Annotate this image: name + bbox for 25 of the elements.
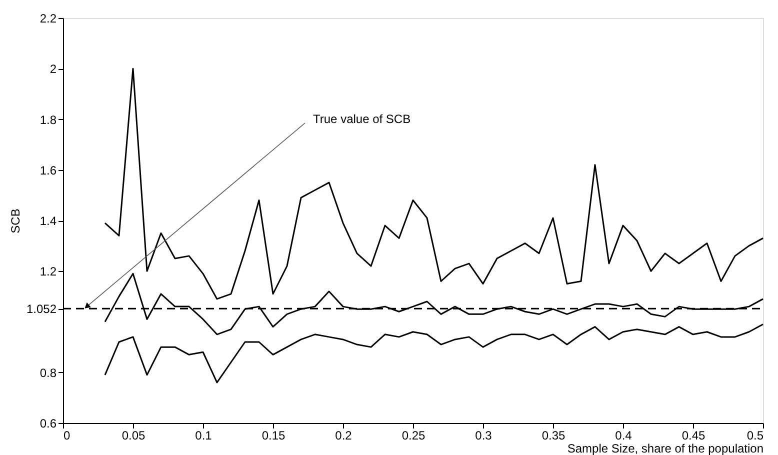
x-tick-label: 0.4 [615,428,632,442]
x-tick-label: 0.1 [195,428,212,442]
x-tick-label: 0.25 [402,428,426,442]
x-tick-label: 0.35 [542,428,566,442]
y-axis-title: SCB [8,208,22,234]
y-tick-label: 2.2 [40,12,57,26]
y-tick-label: 0.6 [40,416,57,430]
x-tick-label: 0.3 [475,428,492,442]
y-tick-label: 1.052 [26,302,57,316]
y-tick-label: 2 [50,62,57,76]
line-series [104,68,764,300]
x-axis-title: Sample Size, share of the population [567,442,764,455]
x-tick-label: 0.5 [746,428,764,442]
y-tick-label: 1.6 [40,163,57,178]
line-series [104,324,764,384]
annotation: True value of SCB [313,112,411,126]
x-tick-label: 0.45 [682,428,706,442]
x-tick-label: 0.2 [335,428,352,442]
y-tick-label: 0.8 [40,366,57,380]
y-tick-label: 1.4 [40,214,57,228]
x-tick-label: 0 [64,428,70,442]
y-tick-label: 1.8 [40,112,57,127]
x-tick-label: 0.15 [262,428,286,442]
y-tick-label: 1.2 [40,264,57,279]
x-tick-label: 0.05 [122,428,146,442]
